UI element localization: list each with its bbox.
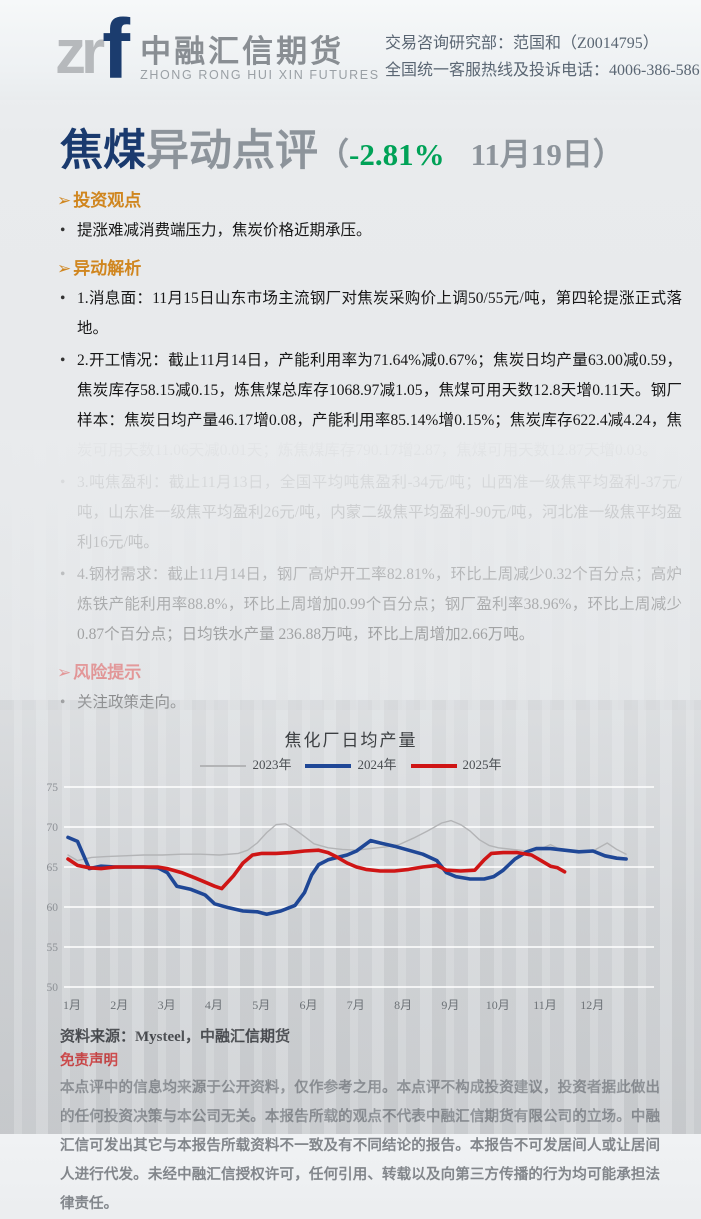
chart-plot-area: 50 55 60 65 70 75 1月 2月 3月 4月 5月 6月 7月 8月 9月 10月 11月 12月 [47,782,654,1012]
series-line-2023年 [67,819,627,862]
company-logo: zr f 中融汇信期货 ZHONG RONG HUI XIN FUTURES [55,2,380,96]
bullet-dot-icon: • [60,352,66,369]
series-line-2024年 [66,835,628,916]
analysis-heading-text: 异动解析 [73,259,142,278]
title-change-percent: -2.81% [349,137,445,172]
analysis-profit-text: 3.吨焦盈利：截止11月13日，全国平均吨焦盈利-34元/吨；山西准一级焦平均盈… [77,474,682,551]
section-heading-analysis: ➢ 异动解析 [57,256,701,282]
y-axis-tick-label: 65 [47,862,59,874]
section-heading-risk: ➢ 风险提示 [57,660,701,686]
production-chart: 焦化厂日均产量 2023年 2024年 2025年 50 55 60 65 70 75 1月 2月… [40,726,662,1021]
y-axis-tick-label: 60 [47,902,59,914]
logo-names: 中融汇信期货 ZHONG RONG HUI XIN FUTURES [140,35,380,84]
legend-swatch [410,764,457,769]
analysis-operation-text: 2.开工情况：截止11月14日，产能利用率为71.64%减0.67%；焦炭日均产… [77,352,682,459]
bullet-dot-icon: • [60,222,66,239]
legend-item-2025年: 2025年 [410,754,502,773]
chart-title: 焦化厂日均产量 [284,731,418,750]
risk-heading-text: 风险提示 [73,663,142,682]
chart-legend: 2023年 2024年 2025年 [40,754,662,773]
legend-item-2024年: 2024年 [305,754,397,773]
bullet-dot-icon: • [60,290,66,307]
company-name-en: ZHONG RONG HUI XIN FUTURES [140,68,380,82]
x-axis-tick-label: 12月 [580,998,604,1012]
legend-label: 2025年 [462,757,502,772]
risk-bullet-text: 关注政策走向。 [77,694,186,711]
analysis-bullet-news: • 1.消息面：11月15日山东市场主流钢厂对焦炭采购价上调50/55元/吨，第四… [60,284,682,344]
title-date: 11月19日 [470,137,593,172]
legend-swatch [305,764,352,769]
logo-zr-letters: zr [55,18,105,87]
x-axis-tick-label: 7月 [347,998,365,1012]
report-title: 焦煤异动点评（-2.81% 11月19日） [60,116,701,178]
y-axis-tick-label: 55 [47,942,59,954]
x-axis-tick-label: 9月 [441,998,459,1012]
bullet-dot-icon: • [60,694,66,711]
arrow-icon: ➢ [57,259,72,278]
x-axis-tick-label: 3月 [158,998,176,1012]
title-paren-open: （ [318,137,349,172]
viewpoint-heading-text: 投资观点 [73,191,142,210]
company-name-cn: 中融汇信期货 [140,34,345,69]
legend-label: 2024年 [357,757,397,772]
viewpoint-bullet-text: 提涨难减消费端压力，焦炭价格近期承压。 [77,222,372,239]
x-axis-tick-label: 10月 [486,998,510,1012]
contact-info: 交易咨询研究部：范国和（Z0014795） 全国统一客服热线及投诉电话：4006… [385,30,700,84]
x-axis-tick-label: 8月 [394,998,412,1012]
section-heading-viewpoint: ➢ 投资观点 [57,188,701,214]
risk-bullet: • 关注政策走向。 [60,688,682,718]
bullet-dot-icon: • [60,474,66,491]
title-product: 焦煤 [60,128,146,175]
x-axis-tick-label: 11月 [533,998,557,1012]
x-axis-tick-label: 1月 [63,998,81,1012]
logo-f-letter: f [102,2,131,96]
analysis-bullet-steel-demand: • 4.钢材需求：截止11月14日，钢厂高炉开工率82.81%，环比上周减少0.3… [60,560,682,650]
analysis-steel-demand-text: 4.钢材需求：截止11月14日，钢厂高炉开工率82.81%，环比上周减少0.32… [77,566,682,643]
x-axis-tick-label: 4月 [205,998,223,1012]
x-axis-tick-label: 6月 [299,998,317,1012]
header-banner: zr f 中融汇信期货 ZHONG RONG HUI XIN FUTURES 交易… [0,0,701,100]
bullet-dot-icon: • [60,566,66,583]
analysis-bullet-profit: • 3.吨焦盈利：截止11月13日，全国平均吨焦盈利-34元/吨；山西准一级焦平均… [60,468,682,558]
analysis-bullet-operation: • 2.开工情况：截止11月14日，产能利用率为71.64%减0.67%；焦炭日均… [60,346,682,466]
contact-analyst-line: 交易咨询研究部：范国和（Z0014795） [385,35,659,52]
legend-swatch [200,765,247,767]
disclaimer-body: 本点评中的信息均来源于公开资料，仅作参考之用。本点评不构成投资建议，投资者据此做… [60,1080,660,1212]
analysis-news-text: 1.消息面：11月15日山东市场主流钢厂对焦炭采购价上调50/55元/吨，第四轮… [77,290,682,337]
title-suffix: 异动点评 [146,128,318,175]
data-source-line: 资料来源：Mysteel，中融汇信期货 [60,1029,290,1045]
arrow-icon: ➢ [57,191,72,210]
x-axis-tick-label: 5月 [252,998,270,1012]
series-line-2025年 [66,848,567,891]
viewpoint-bullet: • 提涨难减消费端压力，焦炭价格近期承压。 [60,216,682,246]
y-axis-tick-label: 75 [47,782,59,794]
arrow-icon: ➢ [57,663,72,682]
title-paren-close: ） [592,137,624,172]
disclaimer-heading: 免责声明 [60,1053,118,1069]
legend-item-2023年: 2023年 [200,754,291,773]
legend-label: 2023年 [252,757,292,772]
x-axis-tick-label: 2月 [110,998,128,1012]
contact-hotline-line: 全国统一客服热线及投诉电话：4006-386-586 [385,62,700,79]
y-axis-tick-label: 50 [47,982,59,994]
y-axis-tick-label: 70 [47,822,59,834]
